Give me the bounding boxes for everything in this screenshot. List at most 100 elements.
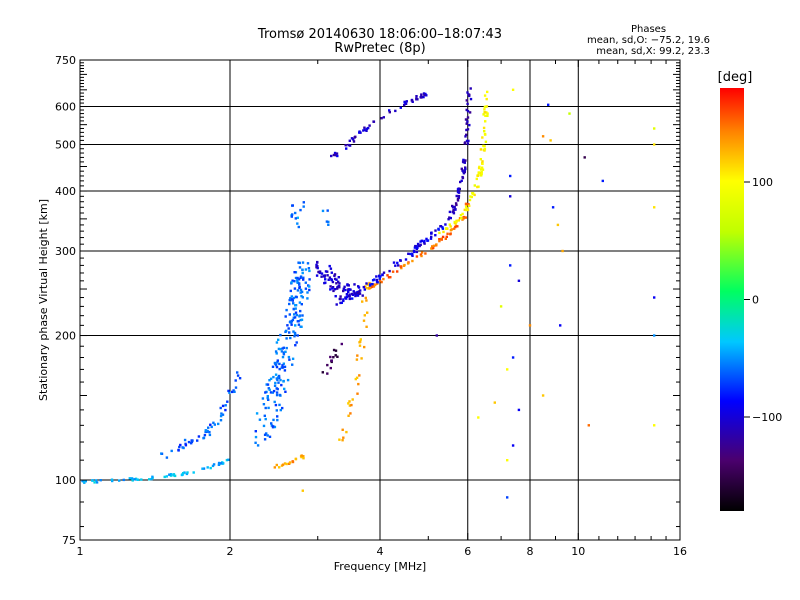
data-point: [276, 359, 279, 362]
data-point: [276, 418, 279, 422]
data-point: [380, 117, 383, 120]
data-point: [302, 455, 305, 458]
data-point: [289, 336, 292, 340]
data-point: [84, 480, 87, 483]
data-point: [330, 271, 333, 274]
data-point: [396, 261, 399, 265]
data-point: [415, 95, 418, 98]
data-point: [454, 222, 457, 225]
data-point: [333, 273, 337, 276]
data-point: [273, 400, 276, 404]
data-point: [179, 443, 182, 447]
data-point: [228, 391, 231, 394]
data-point: [231, 390, 234, 394]
data-point: [281, 463, 285, 466]
data-point: [208, 430, 211, 434]
data-point: [387, 276, 391, 279]
data-point: [467, 139, 470, 143]
data-point: [270, 422, 273, 425]
data-point: [328, 264, 331, 268]
data-point: [91, 479, 94, 482]
data-point: [330, 154, 333, 158]
data-point: [485, 111, 488, 114]
data-point: [279, 347, 282, 351]
data-point: [212, 463, 216, 466]
data-point: [206, 466, 209, 469]
data-point: [221, 413, 225, 416]
data-point: [262, 424, 266, 428]
data-point: [299, 318, 302, 322]
data-point: [274, 373, 278, 376]
data-point: [219, 419, 223, 422]
data-point: [234, 379, 237, 382]
data-point: [301, 268, 304, 271]
data-point: [232, 389, 235, 392]
data-point: [465, 128, 468, 132]
data-point: [457, 194, 461, 198]
data-point: [269, 391, 273, 394]
data-point: [382, 271, 386, 274]
data-point: [276, 415, 279, 418]
data-point: [368, 124, 371, 127]
data-point: [184, 442, 187, 446]
data-point: [335, 282, 338, 285]
data-point: [347, 402, 350, 405]
data-point: [511, 356, 515, 359]
data-point: [464, 166, 467, 169]
data-point: [411, 259, 414, 263]
data-point: [291, 318, 295, 322]
phases-box: Phases mean, sd,O: −75.2, 19.6 mean, sd,…: [587, 24, 710, 57]
data-point: [452, 212, 456, 215]
data-point: [298, 286, 301, 290]
data-point: [227, 389, 230, 393]
data-point: [477, 171, 480, 174]
data-point: [365, 129, 368, 132]
data-point: [290, 320, 293, 324]
data-point: [283, 369, 287, 372]
data-point: [299, 208, 302, 212]
colorbar: [720, 88, 744, 511]
data-point: [363, 345, 366, 349]
data-point: [315, 263, 318, 267]
data-point: [350, 292, 354, 296]
data-point: [439, 225, 443, 228]
data-point: [499, 305, 503, 308]
data-point: [288, 461, 292, 464]
data-point: [465, 99, 468, 102]
data-point: [300, 454, 303, 457]
data-point: [449, 229, 453, 232]
data-point: [327, 220, 330, 224]
data-point: [209, 466, 212, 470]
data-point: [434, 234, 437, 237]
data-point: [347, 143, 350, 147]
data-point: [337, 276, 340, 279]
data-point: [288, 313, 291, 316]
data-point: [449, 233, 452, 236]
data-point: [278, 466, 281, 469]
data-point: [263, 414, 266, 417]
scatter-points: [80, 87, 656, 499]
data-point: [482, 126, 486, 130]
data-point: [463, 141, 467, 144]
data-point: [352, 290, 355, 293]
data-point: [300, 294, 303, 298]
data-point: [381, 273, 384, 277]
data-point: [396, 270, 399, 273]
data-point: [445, 235, 448, 238]
data-point: [340, 301, 343, 304]
data-point: [371, 279, 375, 282]
data-point: [234, 386, 238, 389]
data-point: [418, 244, 421, 248]
data-point: [480, 166, 484, 169]
data-point: [169, 474, 173, 477]
data-point: [485, 97, 488, 101]
data-point: [466, 208, 470, 211]
data-point: [511, 88, 515, 91]
data-point: [335, 152, 339, 155]
data-point: [356, 294, 360, 297]
data-point: [345, 297, 348, 300]
data-point: [394, 109, 397, 113]
data-point: [302, 278, 305, 281]
data-point: [382, 116, 385, 119]
data-point: [455, 203, 458, 207]
